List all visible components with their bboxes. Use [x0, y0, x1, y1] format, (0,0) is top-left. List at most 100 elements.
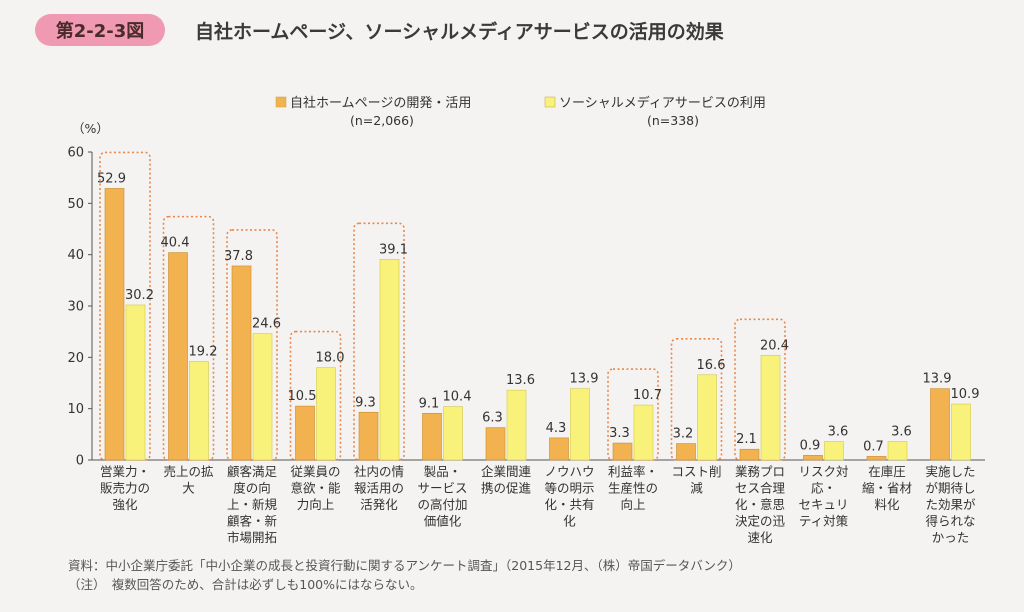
- category-label-14-line-5: かった: [932, 530, 970, 545]
- y-tick-label-0: 0: [76, 454, 84, 469]
- y-tick-label-60: 60: [67, 146, 84, 161]
- category-label-8-line-3: 化・共有: [544, 497, 594, 512]
- value-label-s2-11: 20.4: [760, 338, 789, 353]
- legend-label-2: ソーシャルメディアサービスの利用: [559, 95, 766, 111]
- category-label-3-line-1: 顧客満足: [227, 464, 278, 479]
- bar-s1-9: [612, 442, 633, 461]
- value-label-s1-11: 2.1: [736, 432, 757, 447]
- highlight-box-11: [734, 318, 786, 461]
- category-label-5-line-1: 社内の情: [354, 464, 404, 479]
- bar-s2-9: [633, 404, 654, 461]
- value-label-s1-14: 13.9: [923, 372, 952, 387]
- category-label-10-line-2: 減: [690, 481, 703, 496]
- figure-number-badge: 第2-2-3図: [35, 14, 165, 46]
- category-label-5-line-2: 報活用の: [354, 481, 404, 496]
- category-label-12-line-4: ティ対策: [799, 514, 849, 529]
- value-label-s1-9: 3.3: [609, 426, 630, 441]
- value-label-s2-9: 10.7: [633, 388, 662, 403]
- bar-s1-14: [930, 388, 950, 461]
- category-label-2-line-2: 大: [182, 481, 195, 496]
- category-label-12-line-2: 応・: [811, 481, 836, 496]
- bar-s1-12: [803, 455, 823, 461]
- legend-label-1: 自社ホームページの開発・活用: [290, 95, 471, 111]
- category-label-13-line-3: 料化: [874, 497, 900, 512]
- legend-swatch-1: [275, 96, 287, 108]
- bar-s1-13: [866, 456, 887, 461]
- category-label-11-line-2: セス合理: [735, 481, 786, 496]
- category-label-2-line-1: 売上の拡: [163, 464, 214, 479]
- category-label-7-line-1: 企業間連: [481, 464, 532, 479]
- footnote: （注） 複数回答のため、合計は必ずしも100%にはならない。: [68, 577, 423, 592]
- category-label-3-line-3: 上・新規: [227, 497, 278, 512]
- y-tick-label-10: 10: [67, 402, 84, 417]
- legend-n-2: (n=338): [647, 113, 699, 128]
- bar-s2-4: [316, 367, 336, 461]
- y-tick-label-30: 30: [67, 300, 84, 315]
- value-label-s1-5: 9.3: [355, 395, 376, 410]
- category-label-14-line-1: 実施した: [925, 464, 975, 479]
- category-label-11-line-4: 決定の迅: [735, 514, 786, 529]
- category-label-4-line-2: 意欲・能: [290, 481, 341, 496]
- y-tick-label-20: 20: [67, 351, 84, 366]
- category-label-8-line-1: ノウハウ: [544, 464, 594, 479]
- bar-s2-13: [887, 441, 908, 461]
- bar-s1-8: [549, 437, 569, 461]
- value-label-s2-5: 39.1: [379, 242, 408, 257]
- category-label-8-line-4: 化: [563, 514, 576, 529]
- value-label-s2-10: 16.6: [697, 358, 726, 373]
- category-label-11-line-1: 業務プロ: [735, 464, 785, 479]
- category-label-12-line-1: リスク対: [798, 464, 848, 479]
- category-label-4-line-3: 力向上: [297, 497, 335, 512]
- value-label-s2-7: 13.6: [506, 373, 535, 388]
- highlight-box-4: [289, 330, 342, 461]
- bar-s2-10: [697, 374, 717, 461]
- bar-s1-6: [422, 412, 442, 461]
- category-label-10-line-1: コスト削: [671, 464, 721, 479]
- figure-title: 自社ホームページ、ソーシャルメディアサービスの活用の効果: [195, 21, 724, 43]
- value-label-s2-3: 24.6: [252, 317, 281, 332]
- category-label-8-line-2: 等の明示: [544, 481, 594, 496]
- category-label-11-line-3: 化・意思: [735, 497, 785, 512]
- value-label-s2-13: 3.6: [891, 425, 912, 440]
- category-label-1-line-3: 強化: [112, 497, 138, 512]
- value-label-s2-1: 30.2: [125, 288, 154, 303]
- bar-s2-6: [443, 406, 463, 461]
- value-label-s1-2: 40.4: [161, 236, 190, 251]
- category-label-6-line-4: 価値化: [424, 514, 462, 529]
- category-label-1-line-2: 販売力の: [100, 481, 150, 496]
- category-label-9-line-3: 向上: [620, 497, 645, 512]
- category-label-4-line-1: 従業員の: [290, 464, 340, 479]
- category-label-13-line-2: 縮・省材: [862, 481, 912, 496]
- highlight-box-9: [607, 368, 659, 461]
- category-label-6-line-2: サービス: [417, 481, 467, 496]
- value-label-s2-12: 3.6: [828, 425, 849, 440]
- category-label-9-line-1: 利益率・: [608, 464, 658, 479]
- bar-s1-4: [295, 405, 315, 461]
- y-tick-label-40: 40: [67, 248, 84, 263]
- category-label-1-line-1: 営業力・: [100, 464, 150, 479]
- category-label-3-line-5: 市場開拓: [227, 530, 277, 545]
- bar-s2-12: [824, 441, 844, 461]
- highlight-box-1: [99, 151, 151, 461]
- bar-s2-11: [760, 354, 781, 461]
- category-label-14-line-2: が期待し: [925, 481, 975, 496]
- category-label-12-line-3: セキュリ: [798, 497, 848, 512]
- value-label-s1-3: 37.8: [224, 249, 253, 264]
- value-label-s1-13: 0.7: [863, 439, 884, 454]
- bar-s1-7: [485, 427, 506, 461]
- source-note: 資料：中小企業庁委託「中小企業の成長と投資行動に関するアンケート調査」（2015…: [68, 558, 741, 573]
- bar-s2-1: [125, 304, 146, 461]
- value-label-s2-6: 10.4: [443, 390, 472, 405]
- bar-s1-5: [358, 411, 379, 461]
- bar-s2-5: [379, 258, 400, 461]
- category-label-7-line-2: 携の促進: [481, 481, 532, 496]
- bar-s2-8: [570, 388, 590, 461]
- category-label-6-line-1: 製品・: [424, 464, 462, 479]
- category-label-14-line-4: 得られな: [925, 514, 975, 529]
- category-label-11-line-5: 速化: [747, 530, 773, 545]
- bar-s1-3: [231, 265, 252, 461]
- value-label-s1-1: 52.9: [97, 171, 126, 186]
- category-label-6-line-3: の高付加: [417, 497, 467, 512]
- highlight-box-2: [162, 215, 215, 461]
